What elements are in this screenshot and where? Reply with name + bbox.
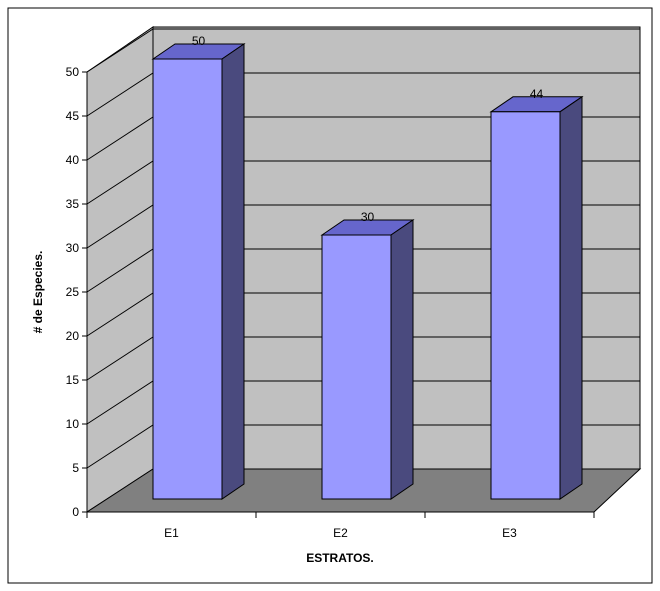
y-tick-label: 0: [72, 505, 79, 519]
bar: 44: [489, 87, 584, 500]
data-label: 30: [361, 210, 375, 224]
y-tick-label: 15: [66, 373, 80, 387]
x-ticks: E1 E2 E3: [86, 512, 595, 540]
x-tick-label: E1: [164, 526, 179, 540]
y-tick-label: 10: [66, 417, 80, 431]
gridline: [86, 28, 640, 73]
y-tick-label: 35: [66, 197, 80, 211]
y-axis-title: # de Especies.: [31, 251, 45, 334]
y-tick-label: 5: [72, 461, 79, 475]
y-ticks: 0 5 10 15 20 25 30 35 40 45 50: [66, 65, 87, 519]
side-wall: [86, 26, 154, 513]
bar: 30: [320, 210, 415, 500]
bar-front: [321, 234, 392, 500]
bars: 50 30 44: [151, 34, 584, 500]
bar-side: [221, 43, 245, 500]
y-tick-label: 30: [66, 241, 80, 255]
x-tick-label: E2: [333, 526, 348, 540]
bar-front: [490, 111, 561, 500]
bar-side: [390, 219, 414, 500]
y-tick-label: 45: [66, 109, 80, 123]
x-tick-label: E3: [502, 526, 517, 540]
bar: 50: [151, 34, 246, 500]
x-axis-title: ESTRATOS.: [306, 551, 374, 565]
bar-side: [559, 95, 583, 500]
y-tick-label: 50: [66, 65, 80, 79]
data-label: 44: [530, 87, 544, 101]
data-label: 50: [192, 34, 206, 48]
y-tick-label: 20: [66, 329, 80, 343]
y-tick-label: 40: [66, 153, 80, 167]
y-tick-label: 25: [66, 285, 80, 299]
bar-front: [152, 58, 223, 500]
